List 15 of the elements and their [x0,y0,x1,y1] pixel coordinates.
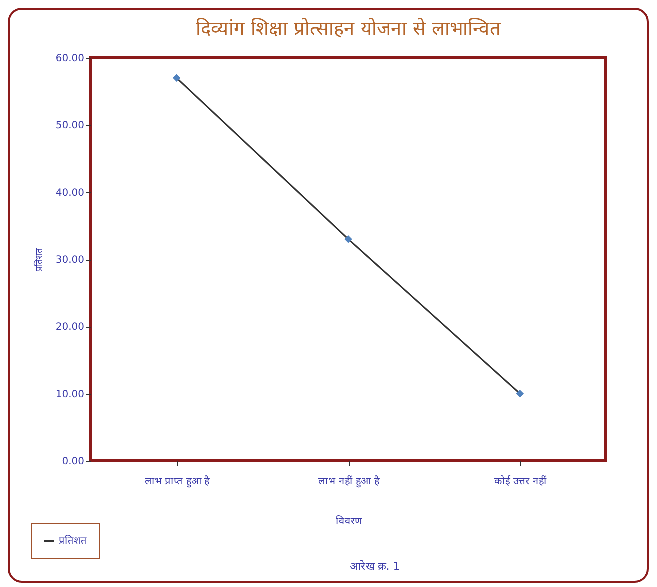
chart-title: दिव्यांग शिक्षा प्रोत्साहन योजना से लाभान्वित [196,17,502,40]
y-tick-label: 20.00 [56,322,84,334]
text: आरेख क्र. 1 [348,559,402,573]
y-tick-label: 10.00 [56,389,84,400]
x-tick-label: लाभ प्राप्त हुआ है [145,476,211,488]
x-axis-title: विवरण [336,516,363,528]
y-axis-title: प्रतिशत [32,248,45,272]
y-tick-label: 30.00 [56,255,84,266]
y-tick-label: 40.00 [56,188,84,199]
x-tick-label: लाभ नहीं हुआ है [318,476,380,488]
y-tick-label: 50.00 [56,120,84,132]
legend-label: प्रतिशत [59,535,87,547]
y-tick-label: 60.00 [56,54,84,64]
y-tick-label: 0.00 [62,456,84,468]
x-tick-label: कोई उत्तर नहीं [494,476,547,488]
